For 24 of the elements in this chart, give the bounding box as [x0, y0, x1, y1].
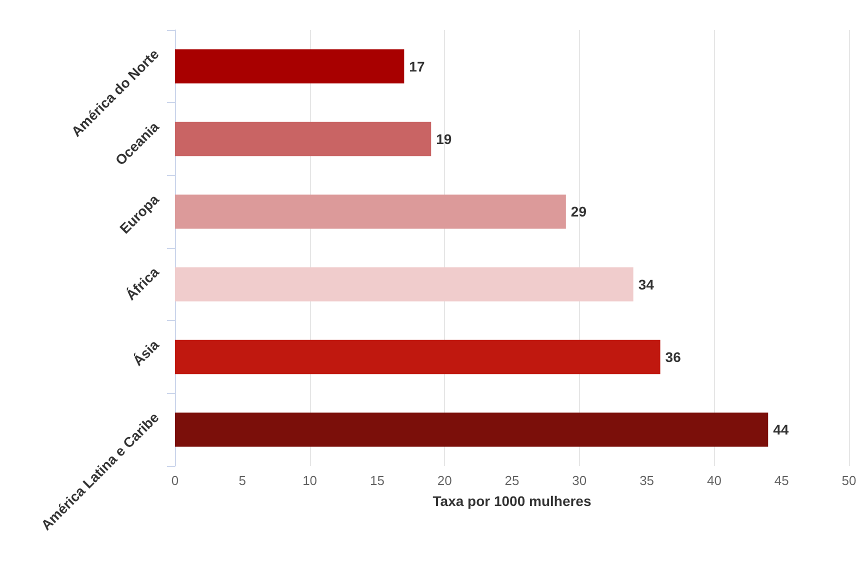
bar — [175, 49, 404, 84]
x-tick-label: 30 — [572, 473, 587, 488]
x-tick-label: 25 — [504, 473, 520, 488]
x-tick-label: 35 — [640, 473, 654, 488]
x-tick-label: 15 — [370, 473, 384, 488]
bar — [175, 267, 634, 302]
x-tick-label: 40 — [706, 473, 722, 488]
x-tick-label: 50 — [842, 473, 856, 488]
bar — [175, 412, 768, 447]
x-axis-title: Taxa por 1000 mulheres — [432, 493, 592, 509]
data-label: 29 — [570, 204, 587, 220]
x-tick-label: 20 — [437, 473, 452, 488]
data-label: 17 — [409, 58, 425, 74]
x-tick-label: 5 — [238, 473, 246, 488]
data-label: 44 — [773, 422, 789, 438]
bar — [175, 194, 566, 229]
bar — [175, 122, 432, 156]
x-tick-label: 45 — [774, 473, 789, 488]
data-label: 19 — [436, 131, 452, 147]
data-label: 34 — [638, 276, 654, 292]
x-tick-label: 0 — [171, 473, 179, 488]
x-tick-label: 10 — [302, 473, 318, 488]
data-label: 36 — [665, 349, 682, 365]
bar — [175, 340, 660, 374]
